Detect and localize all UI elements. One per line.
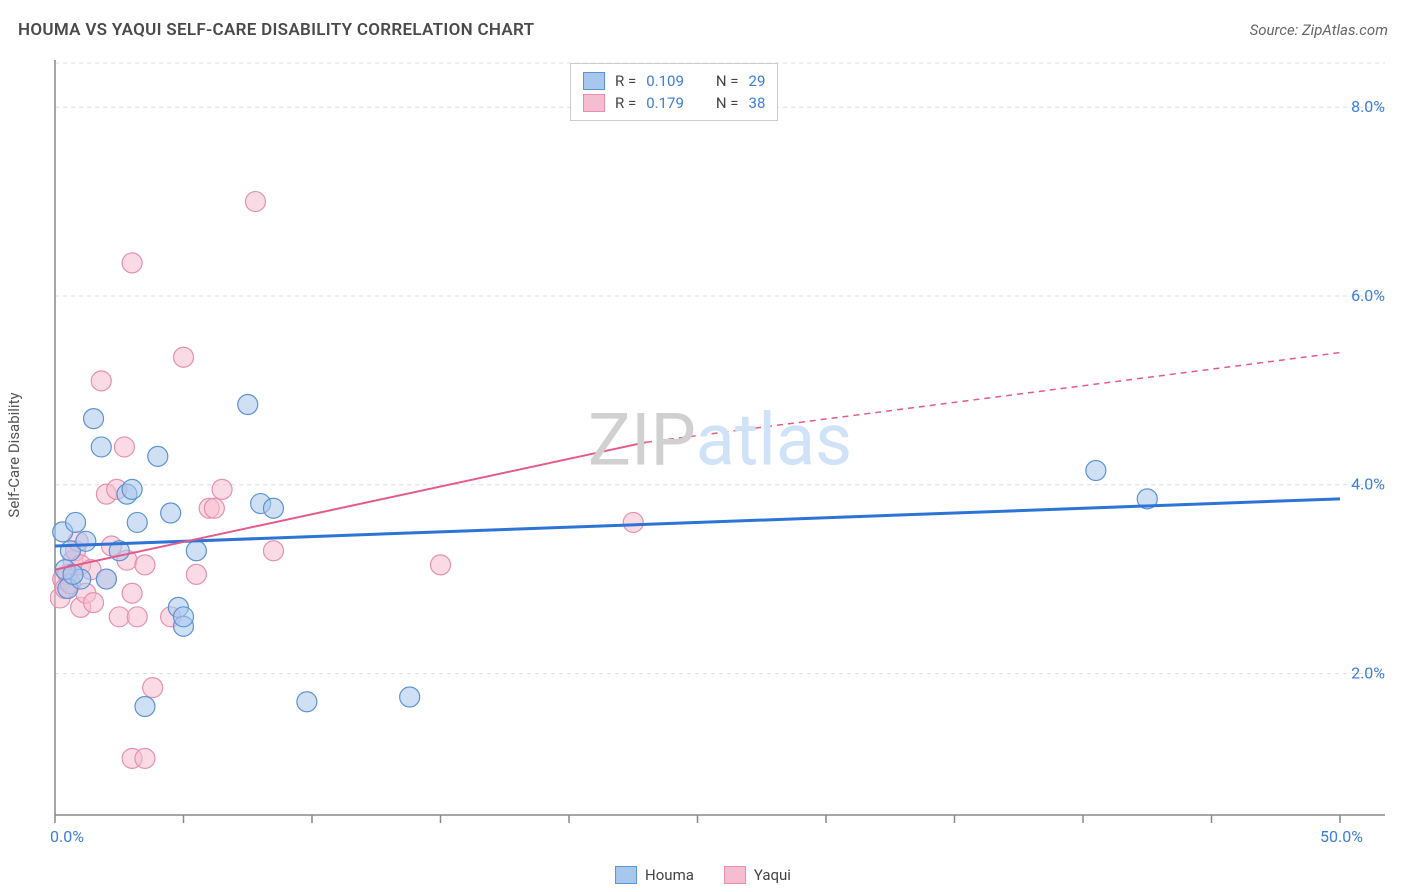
- chart-container: HOUMA VS YAQUI SELF-CARE DISABILITY CORR…: [0, 0, 1406, 892]
- legend-n-value: 38: [749, 94, 766, 112]
- chart-header: HOUMA VS YAQUI SELF-CARE DISABILITY CORR…: [18, 20, 1388, 40]
- legend-n-label: N =: [716, 94, 739, 112]
- legend-swatch: [583, 72, 605, 90]
- legend-swatch: [615, 866, 637, 884]
- svg-text:4.0%: 4.0%: [1351, 475, 1385, 494]
- chart-source: Source: ZipAtlas.com: [1250, 21, 1388, 39]
- svg-text:8.0%: 8.0%: [1351, 97, 1385, 116]
- chart-plot-area: 2.0%4.0%6.0%8.0% ZIPatlas R =0.109N =29R…: [50, 55, 1390, 825]
- legend-swatch: [583, 94, 605, 112]
- x-legend-item: Yaqui: [724, 866, 791, 884]
- legend-r-value: 0.179: [646, 94, 684, 112]
- stats-legend: R = 0.109 N = 29 R = 0.179 N = 38: [570, 63, 778, 121]
- legend-r-label: R =: [615, 94, 636, 112]
- x-axis-legend: Houma Yaqui: [615, 866, 791, 884]
- chart-svg: 2.0% 4.0% 6.0% 8.0%: [50, 55, 1390, 825]
- x-legend-label: Yaqui: [754, 866, 791, 884]
- x-legend-item: Houma: [615, 866, 694, 884]
- x-tick-label-min: 0.0%: [50, 827, 84, 846]
- legend-r-label: R =: [615, 72, 636, 90]
- legend-stats-row: R = 0.179 N = 38: [583, 92, 765, 114]
- svg-text:6.0%: 6.0%: [1351, 286, 1385, 305]
- legend-stats-row: R = 0.109 N = 29: [583, 70, 765, 92]
- legend-n-label: N =: [716, 72, 739, 90]
- legend-n-value: 29: [749, 72, 766, 90]
- x-legend-label: Houma: [645, 866, 694, 884]
- legend-swatch: [724, 866, 746, 884]
- chart-title: HOUMA VS YAQUI SELF-CARE DISABILITY CORR…: [18, 20, 534, 40]
- y-axis-label: Self-Care Disability: [5, 392, 23, 517]
- svg-text:2.0%: 2.0%: [1351, 663, 1385, 682]
- x-tick-label-max: 50.0%: [1320, 827, 1363, 846]
- legend-r-value: 0.109: [646, 72, 684, 90]
